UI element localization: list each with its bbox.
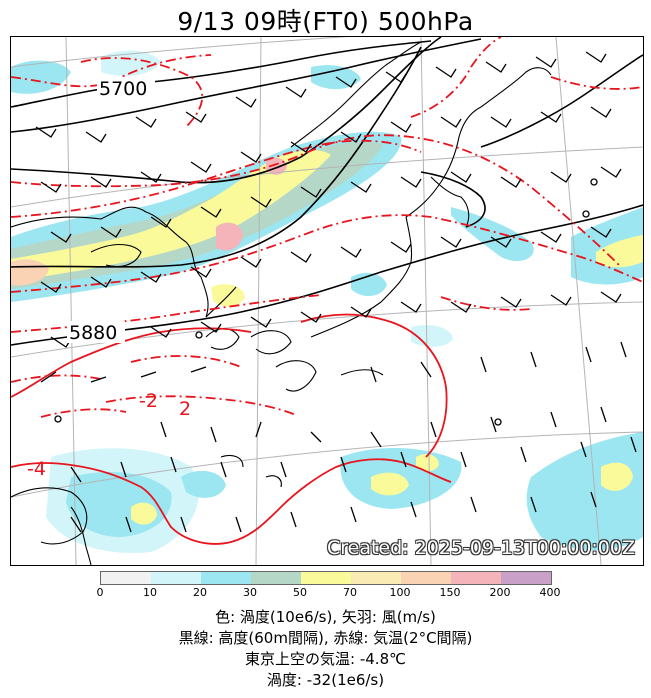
colorbar-segment [401,572,451,584]
colorbar-tick-label: 50 [293,586,307,599]
colorbar-segment [351,572,401,584]
caption-line-2: 黒線: 高度(60m間隔), 赤線: 気温(2°C間隔) [178,629,473,647]
coastlines [11,41,552,565]
caption-line-4: 渦度: -32(1e6/s) [266,671,385,689]
colorbar-segment [201,572,251,584]
map-title: 9/13 09時(FT0) 500hPa [177,7,474,36]
colorbar-tick-label: 10 [143,586,157,599]
colorbar-tick-label: 400 [539,586,561,599]
colorbar-tick-label: 70 [343,586,357,599]
wind-barbs [35,51,637,533]
caption-line-1: 色: 渦度(10e6/s), 矢羽: 風(m/s) [215,608,436,626]
latlon-grid [11,37,643,565]
colorbar-tick-label: 100 [389,586,411,599]
colorbar-segment [151,572,201,584]
colorbar-segment [301,572,351,584]
temp-label-minus2: -2 [139,390,158,412]
temp-label-minus4: -4 [27,458,46,480]
caption-line-3: 東京上空の気温: -4.8℃ [245,650,406,668]
colorbar-segment [501,572,551,584]
height-label-5880: 5880 [69,322,117,344]
height-contours [11,37,643,346]
temp-label-2: 2 [179,398,191,420]
map-canvas: 5700 5880 -2 2 -4 [11,37,643,565]
colorbar-segment [451,572,501,584]
colorbar-tick-label: 150 [439,586,461,599]
created-timestamp: Created: 2025-09-13T00:00:00Z [326,537,635,559]
weather-map: 5700 5880 -2 2 -4 Created: 2025-09-13T00… [10,36,644,566]
colorbar-tick-label: 20 [193,586,207,599]
colorbar-ticks: 0 10 20 30 50 70 100 150 200 400 [96,586,561,600]
colorbar-segment [101,572,151,584]
calm-wind-circles [54,178,598,426]
colorbar-tick-label: 200 [489,586,511,599]
colorbar-segment [251,572,301,584]
vorticity-shading [11,50,643,553]
vorticity-colorbar [100,571,552,585]
colorbar-tick-label: 30 [242,586,257,599]
colorbar-tick-label: 0 [96,586,104,599]
height-label-5700: 5700 [99,78,147,100]
